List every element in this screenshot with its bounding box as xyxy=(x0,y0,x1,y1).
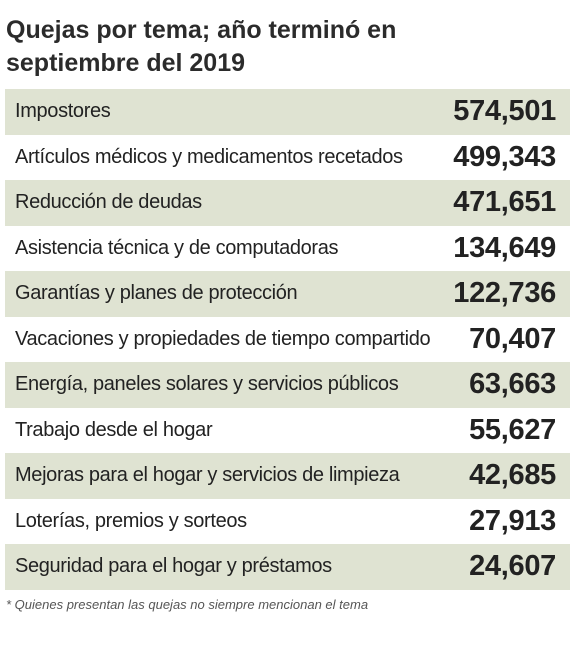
row-value: 63,663 xyxy=(469,368,556,401)
row-label: Garantías y planes de protección xyxy=(15,282,298,305)
table-row: Asistencia técnica y de computadoras 134,… xyxy=(5,226,570,272)
row-label: Vacaciones y propiedades de tiempo compa… xyxy=(15,327,431,350)
chart-title: Quejas por tema; año terminó en septiemb… xyxy=(6,16,397,77)
table-row: Impostores 574,501 xyxy=(5,89,570,135)
table-row: Trabajo desde el hogar 55,627 xyxy=(5,408,570,454)
row-label: Mejoras para el hogar y servicios de lim… xyxy=(15,464,400,487)
row-value: 24,607 xyxy=(469,550,556,583)
row-value: 55,627 xyxy=(469,413,556,446)
row-value: 471,651 xyxy=(453,186,556,219)
row-label: Loterías, premios y sorteos xyxy=(15,509,247,532)
row-label: Asistencia técnica y de computadoras xyxy=(15,236,339,259)
table-row: Vacaciones y propiedades de tiempo compa… xyxy=(5,317,570,363)
row-value: 27,913 xyxy=(469,504,556,537)
table-row: Artículos médicos y medicamentos recetad… xyxy=(5,135,570,181)
row-value: 42,685 xyxy=(469,459,556,492)
row-value: 574,501 xyxy=(453,95,556,128)
row-label: Seguridad para el hogar y préstamos xyxy=(15,555,332,578)
row-label: Energía, paneles solares y servicios púb… xyxy=(15,373,399,396)
table-row: Garantías y planes de protección 122,736 xyxy=(5,271,570,317)
table-row: Seguridad para el hogar y préstamos 24,60… xyxy=(5,544,570,590)
footnote: * Quienes presentan las quejas no siempr… xyxy=(6,597,369,612)
table-row: Energía, paneles solares y servicios púb… xyxy=(5,362,570,408)
table-row: Reducción de deudas 471,651 xyxy=(5,180,570,226)
row-value: 134,649 xyxy=(453,231,556,264)
row-value: 70,407 xyxy=(469,322,556,355)
row-label: Impostores xyxy=(15,100,111,123)
complaints-table: Impostores 574,501 Artículos médicos y med… xyxy=(5,89,570,590)
table-row: Loterías, premios y sorteos 27,913 xyxy=(5,499,570,545)
row-label: Trabajo desde el hogar xyxy=(15,418,213,441)
table-row: Mejoras para el hogar y servicios de lim… xyxy=(5,453,570,499)
row-value: 499,343 xyxy=(453,140,556,173)
row-label: Artículos médicos y medicamentos recetad… xyxy=(15,145,403,168)
row-label: Reducción de deudas xyxy=(15,191,202,214)
row-value: 122,736 xyxy=(453,277,556,310)
